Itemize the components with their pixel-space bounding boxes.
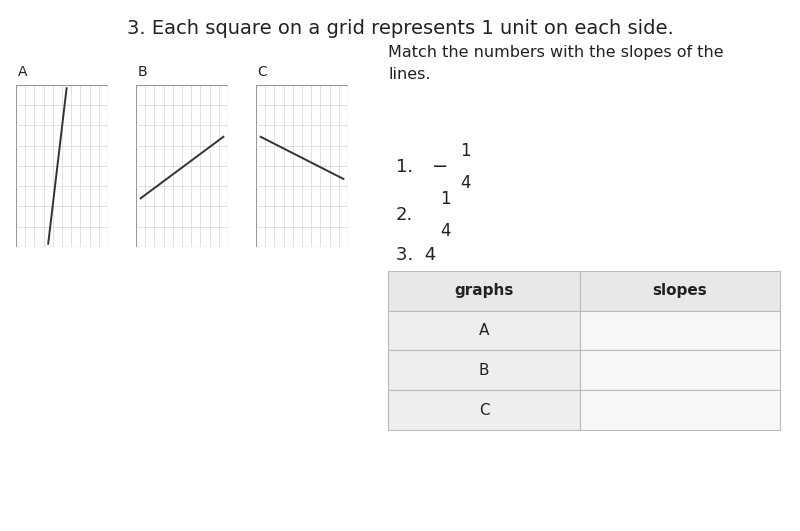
Text: B: B: [138, 65, 147, 79]
Text: slopes: slopes: [653, 283, 707, 298]
Text: C: C: [478, 402, 490, 418]
Text: 1.: 1.: [396, 158, 413, 176]
Text: graphs: graphs: [454, 283, 514, 298]
Text: 1: 1: [440, 190, 451, 208]
Text: C: C: [258, 65, 267, 79]
Text: 3. Each square on a grid represents 1 unit on each side.: 3. Each square on a grid represents 1 un…: [126, 19, 674, 38]
Text: 1: 1: [460, 142, 471, 160]
Text: A: A: [18, 65, 27, 79]
Text: Match the numbers with the slopes of the
lines.: Match the numbers with the slopes of the…: [388, 45, 724, 82]
Text: 2.: 2.: [396, 206, 414, 224]
Text: A: A: [479, 323, 489, 338]
Text: 3.  4: 3. 4: [396, 246, 436, 264]
Text: 4: 4: [460, 174, 471, 192]
Text: 4: 4: [440, 222, 451, 240]
Text: B: B: [478, 363, 490, 378]
Text: −: −: [432, 157, 448, 176]
